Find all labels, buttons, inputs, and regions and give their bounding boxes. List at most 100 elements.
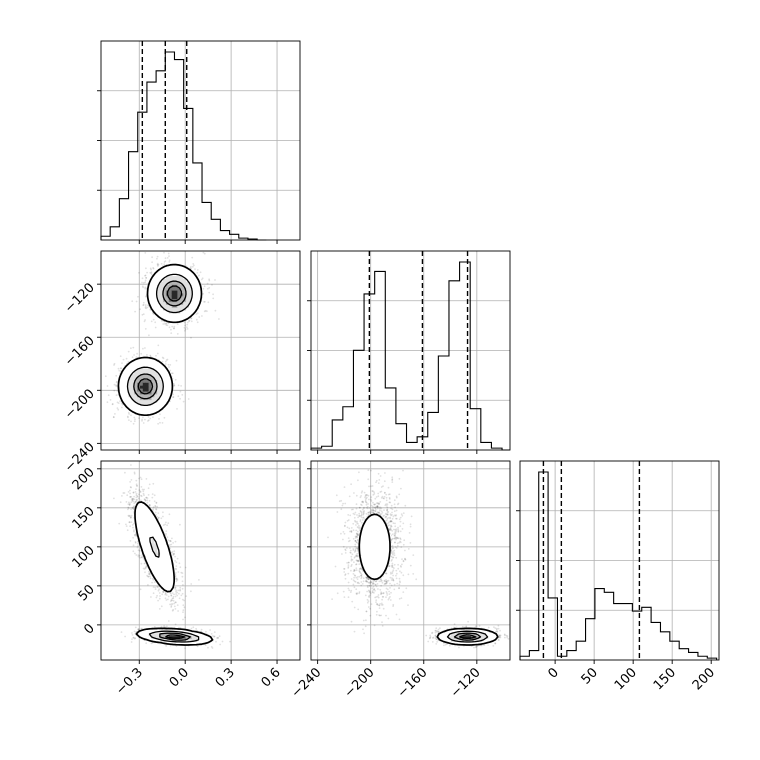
density-cell [154,272,158,277]
density-cell [148,287,153,291]
sample-point [172,595,175,598]
density-cell [131,362,135,366]
sample-point [128,502,131,505]
density-cell [165,393,170,398]
density-cell [154,295,158,300]
sample-point [138,417,140,420]
sample-point [140,352,143,355]
sample-point [163,626,165,628]
density-cell [148,370,153,375]
density-cell [128,388,132,392]
sample-point [133,472,136,475]
density-cell [154,298,158,303]
sample-point [131,300,134,303]
density-cell [151,364,155,369]
sample-point [137,295,139,298]
sample-point [145,276,147,279]
density-cell [148,281,153,285]
sample-point [163,251,165,254]
sample-point [146,497,149,499]
sample-point [132,505,135,508]
density-cell [186,313,190,317]
density-cell [177,266,181,271]
density-cell [174,269,178,274]
density-cell [125,364,129,369]
sample-point [144,418,146,421]
density-cell [186,269,190,274]
density-cell [128,362,132,366]
sample-point [175,589,178,592]
density-cell [157,310,161,314]
density-cell [119,393,124,398]
density-cell [165,278,170,282]
density-cell [151,370,155,375]
density-cell [174,313,178,317]
sample-point [167,252,170,255]
sample-point [168,261,171,263]
sample-point [115,381,118,384]
sample-point [172,396,175,398]
sample-point [171,550,174,553]
sample-point [158,516,160,519]
density-cell [131,373,135,378]
density-cell [194,289,199,294]
density-cell [163,367,167,372]
sample-point [169,364,172,366]
density-cell [160,292,164,297]
sample-point [165,530,168,532]
sample-point [186,328,189,330]
density-cell [191,307,196,311]
contour-line [133,280,187,400]
sample-point [132,491,135,494]
sample-point [164,523,167,526]
density-cell [183,275,187,279]
density-cell [125,373,129,378]
density-cell [148,408,153,412]
sample-point [163,263,166,266]
density-cell [137,359,141,363]
sample-point [178,592,180,595]
sample-point [109,399,112,401]
density-cell [148,362,153,366]
density-cell [148,298,153,303]
density-cell [168,307,173,311]
density-cell [183,292,187,297]
sample-point [143,562,146,565]
density-cell [177,313,181,317]
density-cell [145,399,150,403]
sample-point [142,304,145,306]
density-cell [180,269,184,274]
sample-point [212,293,215,296]
sample-point [153,500,156,503]
sample-point [134,501,137,504]
sample-point [144,328,147,330]
density-cell [148,367,153,372]
density-cell [128,405,132,409]
sample-point [142,281,145,284]
sample-point [141,627,144,630]
sample-point [176,333,179,335]
sample-point [198,579,200,581]
density-cell [142,359,147,363]
density-cell [142,399,147,403]
density-cell [168,264,173,268]
density-cell [142,402,147,406]
sample-point [129,492,132,495]
density-cell [154,301,158,305]
density-cell [142,405,147,409]
sample-point [165,324,168,326]
density-cell [189,272,193,277]
sample-point [190,265,192,268]
density-cell [128,382,132,386]
density-cell [197,289,202,294]
density-cell [148,301,153,305]
density-cell [165,315,170,320]
density-cell [154,390,158,395]
density-cell [145,405,150,409]
sample-point [129,525,132,528]
density-cell [151,284,155,288]
sample-point [150,642,153,645]
density-cell [163,370,167,375]
sample-point [175,601,177,604]
sample-point [217,636,219,639]
